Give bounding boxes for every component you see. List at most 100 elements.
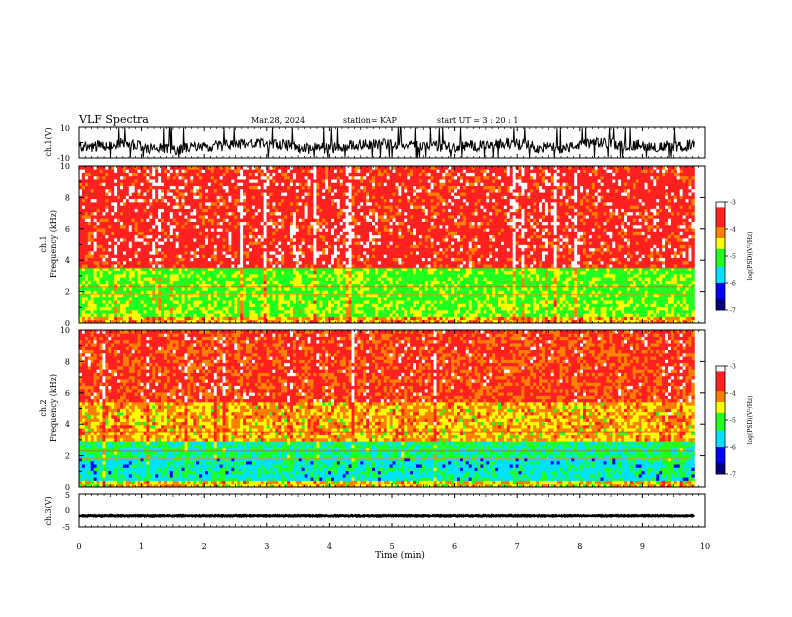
spectrogram-cell: [187, 248, 190, 252]
spectrogram-cell: [182, 212, 185, 216]
spectrogram-cell: [176, 271, 179, 275]
spectrogram-cell: [352, 294, 355, 298]
spectrogram-cell: [105, 261, 108, 265]
spectrogram-cell: [228, 287, 231, 291]
spectrogram-cell: [228, 222, 231, 226]
spectrogram-cell: [349, 264, 352, 268]
spectrogram-cell: [187, 176, 190, 180]
spectrogram-cell: [190, 264, 193, 268]
spectrogram-cell: [152, 169, 155, 173]
spectrogram-cell: [176, 182, 179, 186]
spectrogram-cell: [375, 199, 378, 203]
spectrogram-cell: [120, 241, 123, 245]
spectrogram-cell: [114, 241, 117, 245]
spectrogram-cell: [97, 300, 100, 304]
spectrogram-cell: [179, 261, 182, 265]
spectrogram-cell: [199, 271, 202, 275]
spectrogram-cell: [305, 173, 308, 177]
spectrogram-cell: [155, 176, 158, 180]
spectrogram-cell: [378, 280, 381, 284]
spectrogram-cell: [352, 228, 355, 232]
spectrogram-cell: [249, 182, 252, 186]
spectrogram-cell: [284, 182, 287, 186]
spectrogram-cell: [187, 300, 190, 304]
spectrogram-cell: [117, 228, 120, 232]
spectrogram-cell: [190, 316, 193, 320]
spectrogram-cell: [349, 199, 352, 203]
spectrogram-cell: [337, 225, 340, 229]
spectrogram-cell: [231, 209, 234, 213]
spectrogram-cell: [363, 287, 366, 291]
spectrogram-cell: [310, 316, 313, 320]
spectrogram-cell: [255, 271, 258, 275]
spectrogram-cell: [352, 303, 355, 307]
spectrogram-cell: [117, 277, 120, 281]
spectrogram-cell: [299, 251, 302, 255]
spectrogram-cell: [135, 245, 138, 249]
spectrogram-cell: [354, 222, 357, 226]
spectrogram-cell: [331, 248, 334, 252]
spectrogram-cell: [340, 169, 343, 173]
spectrogram-cell: [161, 205, 164, 209]
spectrogram-cell: [94, 199, 97, 203]
spectrogram-cell: [173, 294, 176, 298]
spectrogram-cell: [325, 274, 328, 278]
spectrogram-cell: [381, 189, 384, 193]
spectrogram-cell: [243, 316, 246, 320]
spectrogram-cell: [372, 303, 375, 307]
spectrogram-cell: [143, 277, 146, 281]
spectrogram-cell: [164, 248, 167, 252]
spectrogram-cell: [196, 316, 199, 320]
spectrogram-cell: [82, 166, 85, 170]
spectrogram-cell: [167, 182, 170, 186]
spectrogram-cell: [91, 189, 94, 193]
spectrogram-cell: [105, 290, 108, 294]
spectrogram-cell: [132, 251, 135, 255]
spectrogram-cell: [316, 218, 319, 222]
spectrogram-cell: [226, 316, 229, 320]
spectrogram-cell: [88, 225, 91, 229]
spectrogram-cell: [184, 274, 187, 278]
spectrogram-cell: [252, 303, 255, 307]
spectrogram-cell: [228, 238, 231, 242]
spectrogram-cell: [211, 303, 214, 307]
spectrogram-cell: [231, 186, 234, 190]
spectrogram-cell: [237, 274, 240, 278]
spectrogram-cell: [117, 271, 120, 275]
spectrogram-cell: [135, 254, 138, 258]
spectrogram-cell: [343, 245, 346, 249]
spectrogram-cell: [369, 186, 372, 190]
spectrogram-cell: [290, 215, 293, 219]
spectrogram-cell: [211, 166, 214, 170]
spectrogram-cell: [261, 300, 264, 304]
spectrogram-cell: [231, 313, 234, 317]
spectrogram-cell: [299, 303, 302, 307]
spectrogram-cell: [349, 222, 352, 226]
spectrogram-cell: [167, 254, 170, 258]
spectrogram-cell: [308, 277, 311, 281]
spectrogram-cell: [290, 271, 293, 275]
spectrogram-cell: [302, 202, 305, 206]
spectrogram-cell: [91, 294, 94, 298]
spectrogram-cell: [287, 248, 290, 252]
spectrogram-cell: [88, 261, 91, 265]
spectrogram-cell: [337, 294, 340, 298]
spectrogram-cell: [296, 271, 299, 275]
spectrogram-cell: [120, 261, 123, 265]
spectrogram-cell: [146, 287, 149, 291]
spectrogram-cell: [313, 277, 316, 281]
spectrogram-cell: [143, 300, 146, 304]
spectrogram-cell: [243, 251, 246, 255]
spectrogram-cell: [319, 316, 322, 320]
spectrogram-cell: [354, 238, 357, 242]
spectrogram-cell: [205, 225, 208, 229]
spectrogram-cell: [228, 307, 231, 311]
spectrogram-cell: [111, 264, 114, 268]
spectrogram-cell: [328, 231, 331, 235]
spectrogram-cell: [158, 173, 161, 177]
spectrogram-cell: [211, 261, 214, 265]
spectrogram-cell: [152, 225, 155, 229]
spectrogram-cell: [378, 254, 381, 258]
spectrogram-cell: [328, 189, 331, 193]
spectrogram-cell: [363, 261, 366, 265]
